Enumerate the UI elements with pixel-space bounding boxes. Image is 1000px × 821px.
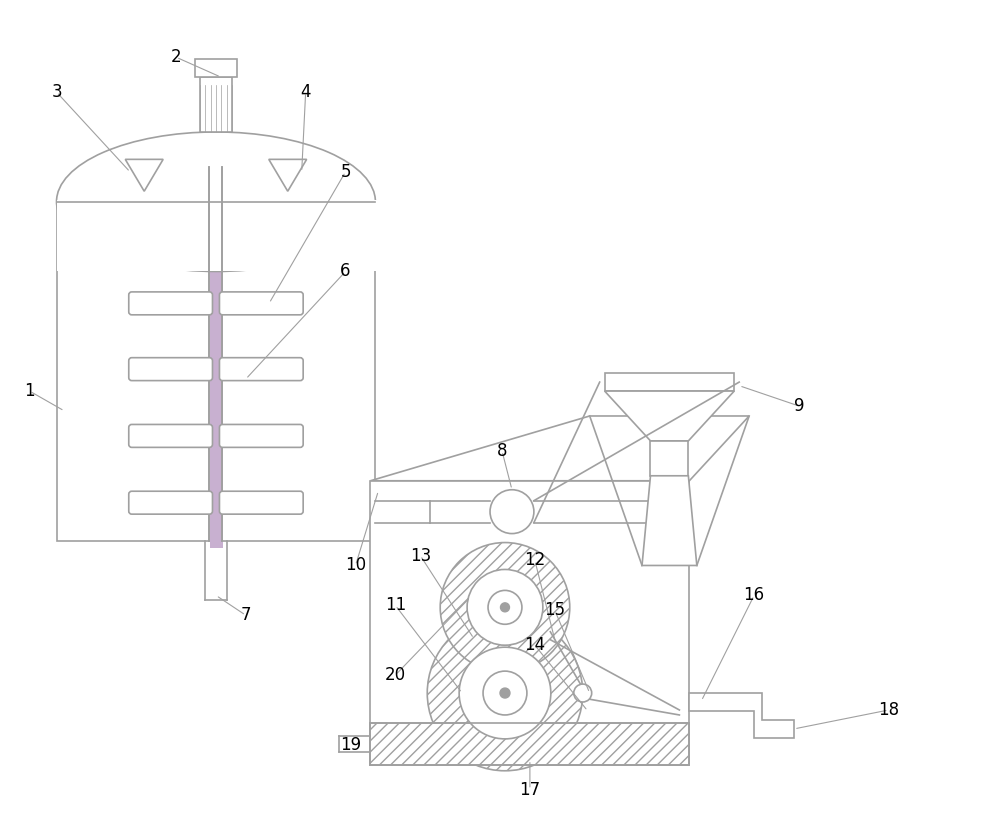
Polygon shape [269,159,307,191]
Bar [370,723,689,765]
Bar [650,441,688,476]
Text: 6: 6 [340,263,351,281]
Text: 14: 14 [524,636,545,654]
Bar [370,481,689,765]
Text: 9: 9 [794,397,804,415]
FancyBboxPatch shape [219,292,303,314]
Bar [200,77,232,132]
Text: 5: 5 [340,163,351,181]
FancyBboxPatch shape [219,424,303,447]
FancyBboxPatch shape [129,292,212,314]
Circle shape [488,590,522,624]
Polygon shape [125,159,163,191]
FancyBboxPatch shape [219,358,303,381]
FancyBboxPatch shape [129,358,212,381]
Bar [370,723,689,765]
Text: 20: 20 [385,666,406,684]
Circle shape [500,603,509,612]
Text: 16: 16 [744,586,765,604]
Bar [605,373,734,391]
Polygon shape [370,416,749,481]
Circle shape [440,543,570,672]
Circle shape [483,671,527,715]
Bar [57,200,377,272]
Ellipse shape [57,132,375,272]
Text: 4: 4 [300,83,311,101]
Text: 17: 17 [519,781,540,799]
Circle shape [574,684,592,702]
Polygon shape [642,476,697,566]
Bar [57,202,375,540]
Circle shape [490,490,534,534]
Text: 18: 18 [878,701,899,719]
Circle shape [500,688,510,698]
FancyBboxPatch shape [219,491,303,514]
FancyBboxPatch shape [129,491,212,514]
Text: 10: 10 [345,557,366,575]
Text: 13: 13 [410,547,431,565]
Text: 7: 7 [241,606,251,624]
Text: 8: 8 [497,442,507,460]
Circle shape [427,615,583,771]
Bar [195,59,237,77]
Text: 15: 15 [544,601,565,619]
Text: 12: 12 [524,552,546,570]
Text: 11: 11 [385,596,406,614]
Text: 19: 19 [340,736,361,754]
Circle shape [467,570,543,645]
Polygon shape [689,693,794,738]
Text: 3: 3 [51,83,62,101]
FancyBboxPatch shape [129,424,212,447]
Text: 2: 2 [171,48,181,67]
Polygon shape [605,391,734,441]
Circle shape [459,647,551,739]
Text: 1: 1 [24,382,35,400]
